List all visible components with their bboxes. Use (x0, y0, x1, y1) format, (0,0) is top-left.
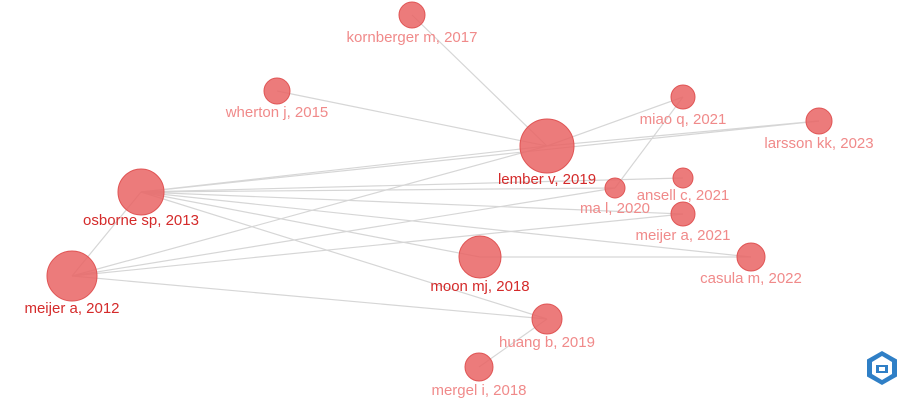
edge (140, 191, 548, 320)
node-label: ma l, 2020 (580, 200, 650, 217)
edge (411, 14, 548, 147)
node (117, 168, 165, 216)
edge (71, 213, 684, 277)
edge (140, 191, 481, 258)
edge (71, 187, 616, 277)
node (736, 242, 766, 272)
node-label: miao q, 2021 (640, 111, 727, 128)
node (805, 107, 833, 135)
edge (140, 191, 752, 258)
node-label: kornberger m, 2017 (347, 29, 478, 46)
edge (276, 90, 548, 147)
node (670, 84, 696, 110)
edge (71, 145, 548, 277)
node (670, 201, 696, 227)
edge (140, 177, 684, 193)
node (263, 77, 291, 105)
node-label: mergel i, 2018 (431, 382, 526, 399)
edge (140, 187, 616, 193)
labels: kornberger m, 2017 wherton j, 2015 miao … (24, 29, 873, 399)
node (398, 1, 426, 29)
node (531, 303, 563, 335)
node-label: casula m, 2022 (700, 270, 802, 287)
edge (140, 191, 684, 215)
edge (140, 120, 820, 193)
node (458, 235, 502, 279)
node-label: larsson kk, 2023 (764, 135, 873, 152)
node-label: osborne sp, 2013 (83, 212, 199, 229)
node (46, 250, 98, 302)
node-label: meijer a, 2021 (635, 227, 730, 244)
edge (614, 96, 684, 189)
node-label: ansell c, 2021 (637, 187, 730, 204)
node-label: huang b, 2019 (499, 334, 595, 351)
node-label: wherton j, 2015 (225, 104, 329, 121)
edges (71, 14, 820, 368)
node-label: lember v, 2019 (498, 171, 596, 188)
edge (71, 275, 548, 320)
node (519, 118, 575, 174)
node (672, 167, 694, 189)
edge (140, 145, 548, 193)
logo-icon (867, 351, 897, 385)
node-label: meijer a, 2012 (24, 300, 119, 317)
node (604, 177, 626, 199)
node-label: moon mj, 2018 (430, 278, 529, 295)
nodes (46, 1, 833, 382)
node (464, 352, 494, 382)
